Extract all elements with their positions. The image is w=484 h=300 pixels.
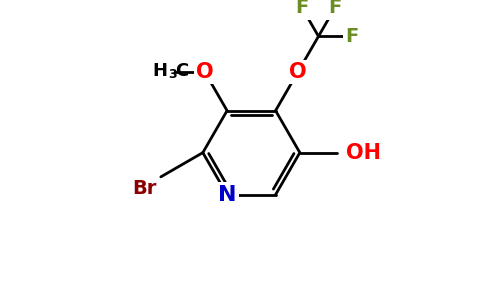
Text: Br: Br — [132, 178, 156, 198]
Text: O: O — [289, 62, 307, 82]
Text: C: C — [175, 62, 188, 80]
Text: O: O — [196, 62, 213, 82]
Text: H: H — [152, 62, 167, 80]
Text: F: F — [329, 0, 342, 17]
Text: F: F — [346, 27, 359, 46]
Text: OH: OH — [347, 142, 381, 163]
Text: N: N — [218, 184, 236, 205]
Text: F: F — [295, 0, 308, 17]
Text: 3: 3 — [168, 68, 177, 81]
